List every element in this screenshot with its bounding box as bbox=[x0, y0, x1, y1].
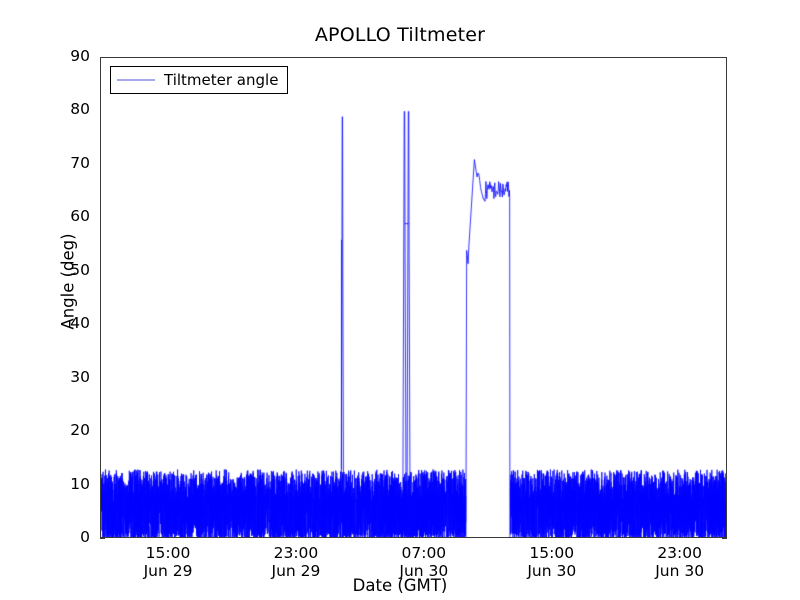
x-tick-label: 23:00 Jun 29 bbox=[236, 544, 356, 580]
x-tick-date: Jun 30 bbox=[399, 562, 449, 580]
x-tick-label: 23:00 Jun 30 bbox=[620, 544, 740, 580]
y-tick-label: 70 bbox=[70, 153, 90, 172]
x-tick-time: 15:00 bbox=[529, 544, 575, 562]
series-plot-canvas bbox=[101, 58, 726, 537]
y-tick-label: 60 bbox=[70, 207, 90, 226]
y-tick-label: 0 bbox=[80, 528, 90, 546]
x-tick-label: 15:00 Jun 29 bbox=[108, 544, 228, 580]
plot-area: Tiltmeter angle bbox=[100, 57, 727, 538]
legend-line-swatch bbox=[117, 79, 155, 81]
x-tick-label: 15:00 Jun 30 bbox=[492, 544, 612, 580]
x-tick-time: 15:00 bbox=[145, 544, 191, 562]
x-tick-date: Jun 30 bbox=[527, 562, 577, 580]
y-axis-label: Angle (deg) bbox=[58, 233, 78, 330]
legend-entry-label: Tiltmeter angle bbox=[164, 71, 279, 89]
y-tick-label: 90 bbox=[70, 47, 90, 65]
y-tick-label: 40 bbox=[70, 314, 90, 333]
y-tick-label: 20 bbox=[70, 421, 90, 440]
x-axis-label: Date (GMT) bbox=[352, 576, 448, 595]
y-tick-mark bbox=[100, 537, 105, 539]
x-tick-time: 23:00 bbox=[657, 544, 702, 562]
chart-legend: Tiltmeter angle bbox=[110, 66, 289, 94]
x-tick-label: 07:00 Jun 30 bbox=[364, 544, 484, 580]
y-tick-label: 80 bbox=[70, 100, 90, 119]
y-tick-label: 30 bbox=[70, 367, 90, 386]
chart-title: APOLLO Tiltmeter bbox=[314, 24, 486, 46]
y-tick-label: 50 bbox=[70, 260, 90, 279]
y-tick-mark bbox=[722, 537, 727, 539]
x-tick-time: 23:00 bbox=[273, 544, 319, 562]
x-tick-date: Jun 29 bbox=[271, 562, 321, 580]
x-tick-date: Jun 29 bbox=[143, 562, 193, 580]
x-tick-date: Jun 30 bbox=[655, 562, 705, 580]
x-tick-time: 07:00 bbox=[401, 544, 447, 562]
y-tick-label: 10 bbox=[70, 474, 90, 493]
